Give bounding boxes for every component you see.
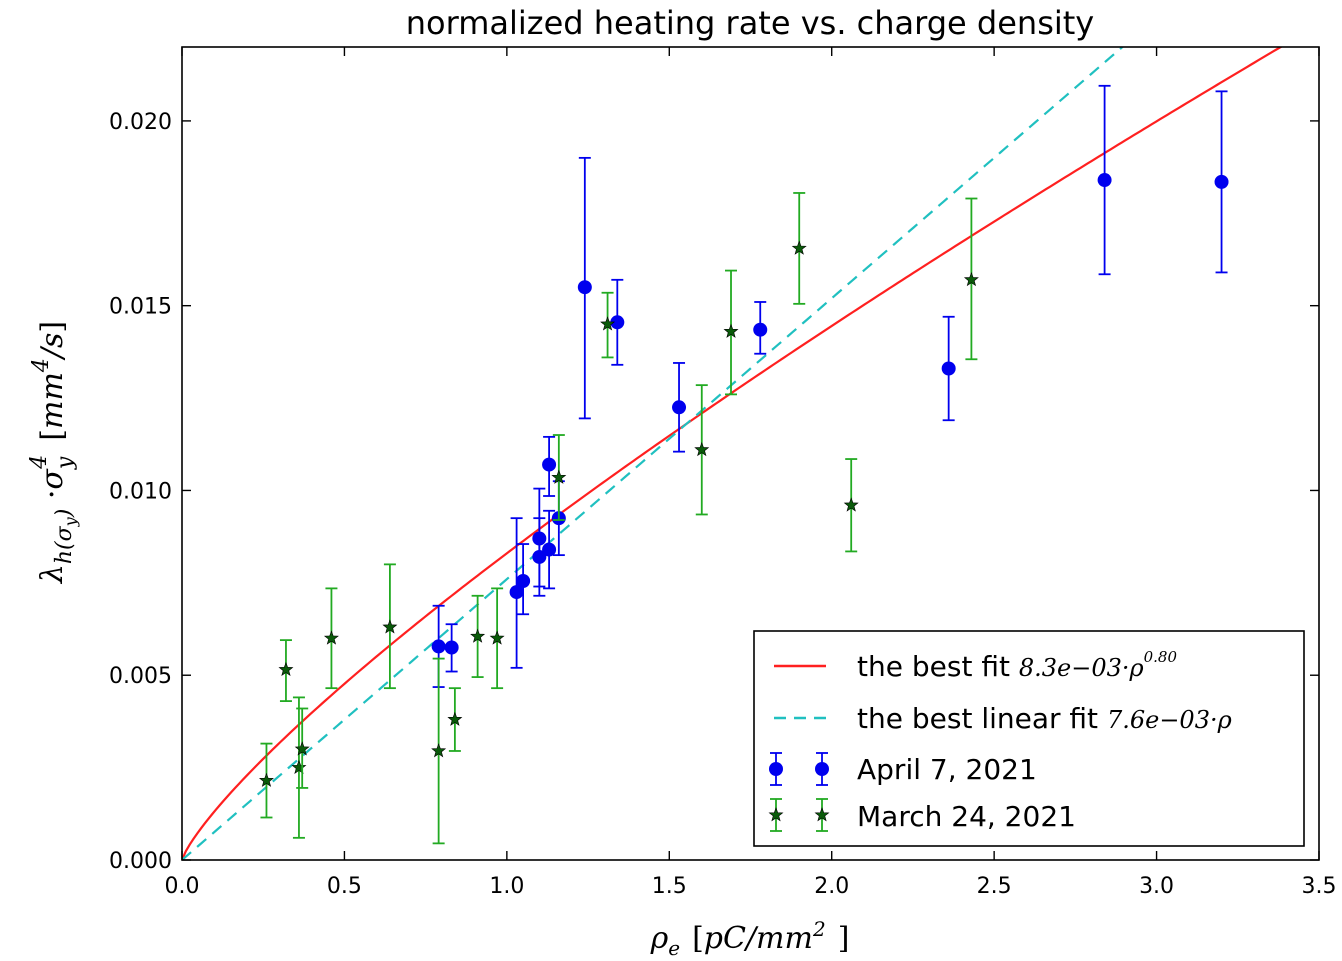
- data-point: [610, 315, 625, 330]
- legend-math-linear-fit: 7.6e−03·ρ: [1107, 706, 1232, 734]
- data-point: [941, 361, 956, 376]
- x-tick-label: 3.5: [1302, 874, 1337, 899]
- data-point: [542, 457, 557, 472]
- linear-fit-line: [182, 47, 1125, 860]
- x-tick-label: 1.0: [489, 874, 524, 899]
- data-point: [444, 640, 459, 655]
- data-point: [431, 743, 447, 758]
- data-point: [516, 573, 531, 588]
- data-point: [791, 240, 807, 255]
- y-tick-label: 0.005: [109, 664, 172, 689]
- plot-frame: [181, 46, 1320, 861]
- x-tick-label: 0.0: [165, 874, 200, 899]
- data-point: [447, 711, 463, 726]
- data-point: [672, 400, 687, 415]
- series-march: [258, 192, 979, 845]
- x-axis-ticks: 0.0 0.5 1.0 1.5 2.0 2.5 3.0 3.5: [165, 47, 1337, 899]
- legend: the best fit 8.3e−03·ρ0.80 the best line…: [753, 630, 1305, 847]
- data-point: [323, 630, 339, 645]
- legend-label-best-fit: the best fit: [857, 650, 1010, 683]
- data-point: [291, 759, 307, 774]
- data-point: [532, 549, 547, 564]
- data-point: [509, 585, 524, 600]
- legend-label-march: March 24, 2021: [857, 800, 1076, 833]
- legend-box: [753, 630, 1305, 847]
- data-point: [753, 322, 768, 337]
- data-point: [1097, 173, 1112, 188]
- y-axis-label: λh(σy) ·σy4[mm4/s]: [27, 321, 80, 584]
- data-point: [600, 316, 616, 331]
- data-point: [843, 497, 859, 512]
- data-point: [278, 661, 294, 677]
- svg-text:λh(σy) ·σy4[mm4/s]: λh(σy) ·σy4[mm4/s]: [27, 321, 80, 584]
- y-tick-label: 0.010: [109, 479, 172, 504]
- best-fit-curve: [182, 47, 1283, 860]
- data-series: [258, 84, 1229, 845]
- fit-curves: [182, 47, 1283, 860]
- x-tick-label: 2.0: [814, 874, 849, 899]
- data-point: [694, 441, 710, 457]
- data-point: [1214, 174, 1229, 189]
- data-point: [542, 542, 557, 557]
- x-axis-label: ρe [pC/mm2]: [650, 917, 850, 960]
- data-point: [551, 469, 567, 484]
- svg-text:ρe[pC/mm2]: ρe [pC/mm2]: [650, 917, 850, 960]
- data-point: [258, 772, 274, 787]
- y-tick-label: 0.015: [109, 295, 172, 320]
- y-tick-label: 0.000: [109, 849, 172, 874]
- x-tick-label: 3.0: [1139, 874, 1174, 899]
- data-point: [577, 280, 592, 295]
- data-point: [470, 628, 486, 643]
- legend-label-linear-fit: the best linear fit: [857, 702, 1098, 735]
- x-tick-label: 1.5: [652, 874, 687, 899]
- data-point: [963, 271, 979, 287]
- legend-marker-april: [769, 752, 829, 786]
- data-point: [382, 619, 398, 634]
- x-tick-label: 2.5: [977, 874, 1012, 899]
- series-april: [431, 84, 1229, 688]
- chart-title: normalized heating rate vs. charge densi…: [406, 4, 1094, 42]
- data-point: [723, 323, 739, 338]
- data-point: [431, 639, 446, 654]
- y-tick-label: 0.020: [109, 110, 172, 135]
- svg-text:the best fit 8.3e−03·ρ0.80: the best fit 8.3e−03·ρ0.80: [857, 648, 1177, 683]
- svg-text:the best linear fit 7.6e−03·ρ: the best linear fit 7.6e−03·ρ: [857, 702, 1232, 735]
- legend-label-april: April 7, 2021: [857, 753, 1037, 786]
- data-point: [489, 630, 505, 645]
- x-tick-label: 0.5: [327, 874, 362, 899]
- legend-marker-march: [768, 798, 830, 832]
- y-axis-ticks: 0.000 0.005 0.010 0.015 0.020: [109, 110, 1319, 874]
- data-point: [294, 741, 310, 756]
